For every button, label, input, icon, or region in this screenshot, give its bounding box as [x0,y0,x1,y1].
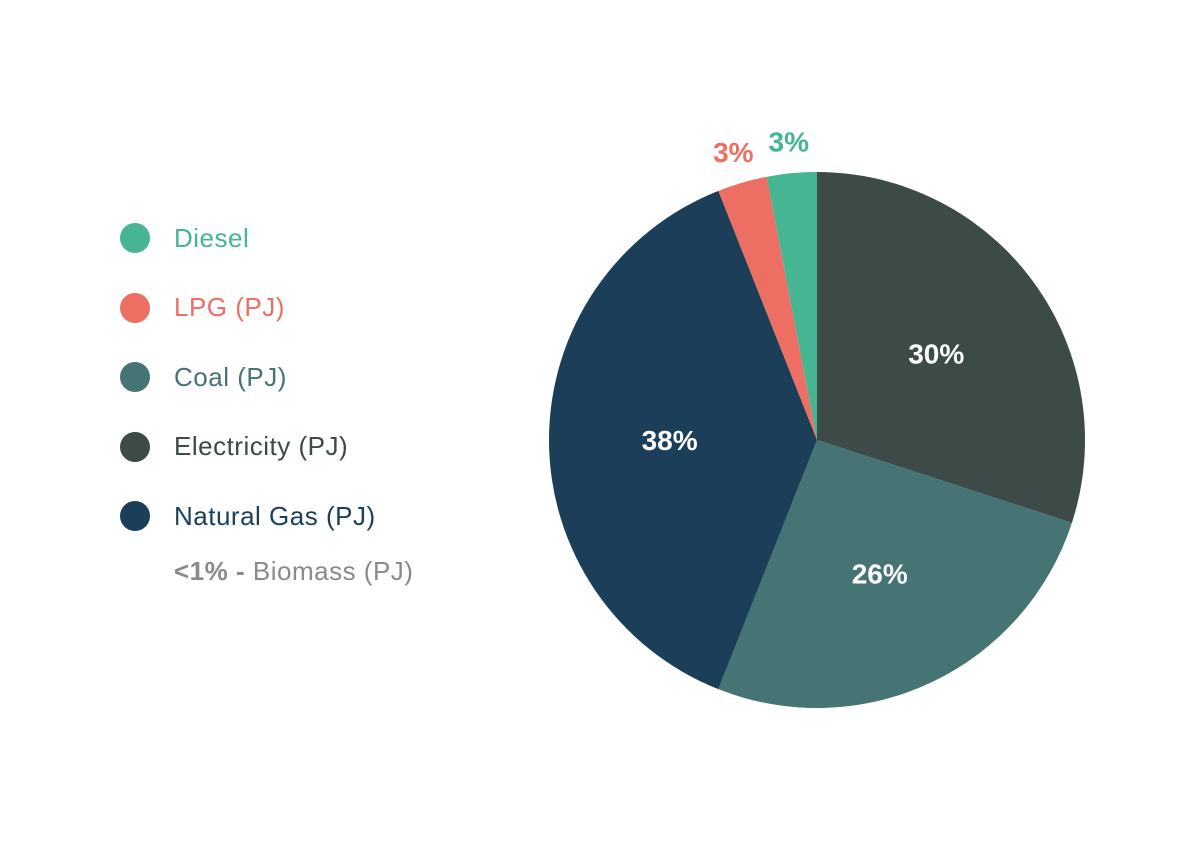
legend-item-electricity: Electricity (PJ) [120,427,540,467]
pie-slice-coal [718,440,1072,708]
legend-label-natural-gas: Natural Gas (PJ) [174,500,376,531]
legend-swatch-electricity [120,431,150,462]
legend-note-text: Biomass (PJ) [252,556,414,586]
legend-label-coal: Coal (PJ) [174,361,287,392]
legend-note-prefix: <1% - [174,556,246,586]
pie-label-electricity: 30% [908,338,964,369]
legend-swatch-coal [120,362,150,392]
legend-swatch-natural-gas [120,501,150,531]
pie-label-coal: 26% [852,558,908,589]
legend-item-lpg: LPG (PJ) [120,288,540,328]
legend-swatch-lpg [120,292,150,323]
legend-swatch-diesel [120,223,150,253]
pie-label-natural-gas: 38% [642,425,698,456]
legend-item-natural-gas: Natural Gas (PJ) [120,496,540,536]
legend-note-biomass: <1% - Biomass (PJ) [174,556,413,587]
pie-label-lpg: 3% [713,137,754,168]
legend-label-diesel: Diesel [174,222,250,253]
pie-slice-electricity [817,172,1085,523]
pie-label-diesel: 3% [769,126,810,157]
pie-slice-diesel [766,172,817,440]
pie-slice-lpg [718,176,817,440]
legend-label-electricity: Electricity (PJ) [174,431,349,461]
legend-label-lpg: LPG (PJ) [174,292,285,322]
legend: Diesel LPG (PJ) Coal (PJ) Electricity (P… [120,218,540,586]
pie-slice-natural-gas [548,190,817,690]
legend-item-diesel: Diesel [120,218,540,258]
legend-item-coal: Coal (PJ) [120,357,540,397]
